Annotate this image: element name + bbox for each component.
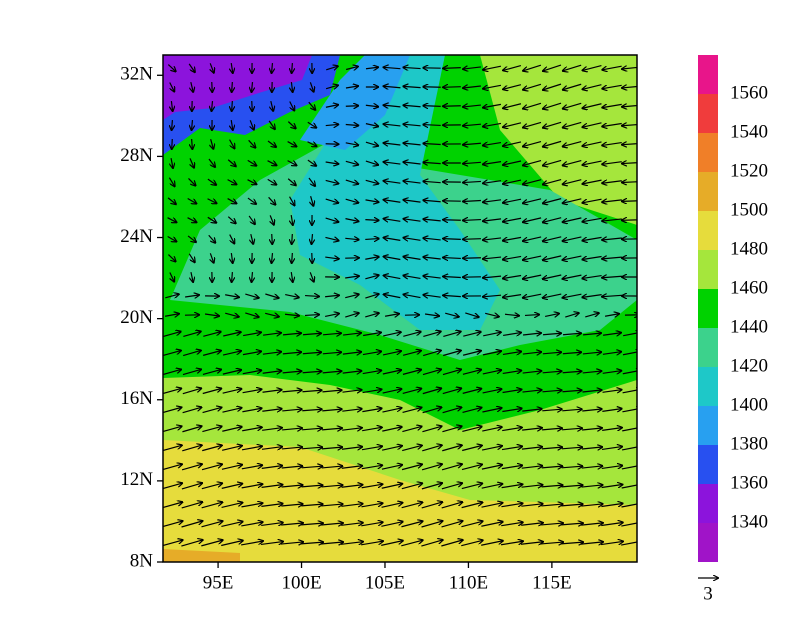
wind-arrow <box>292 234 293 244</box>
lon-tick-label: 95E <box>203 572 234 593</box>
wind-arrow <box>423 87 440 88</box>
wind-arrow <box>622 220 642 221</box>
wind-arrow <box>443 68 461 69</box>
colorbar: 1340 1360 1380 1400 1420 1440 1460 1480 1500 1520… <box>698 55 768 562</box>
colorbar-label: 1380 <box>730 433 768 454</box>
wind-arrow <box>423 106 440 107</box>
colorbar-label: 1520 <box>730 160 768 181</box>
colorbar-swatch <box>698 289 718 328</box>
colorbar-swatch <box>698 406 718 445</box>
colorbar-swatch <box>698 484 718 523</box>
colorbar-swatch <box>698 94 718 133</box>
wind-arrow <box>192 139 193 149</box>
lat-tick-label: 28N <box>120 145 153 166</box>
wind-arrow <box>346 106 358 107</box>
colorbar-swatch <box>698 250 718 289</box>
colorbar-label: 1440 <box>730 316 768 337</box>
lon-tick-label: 115E <box>532 572 571 593</box>
wind-arrow <box>172 120 173 130</box>
colorbar-label: 1340 <box>730 511 768 532</box>
colorbar-label: 1480 <box>730 238 768 259</box>
lat-tick-label: 32N <box>120 64 153 85</box>
lon-tick-label: 105E <box>365 572 405 593</box>
colorbar-swatch <box>698 523 718 562</box>
colorbar-label: 1400 <box>730 394 768 415</box>
wind-arrow <box>443 220 461 221</box>
colorbar-swatch <box>698 367 718 406</box>
wind-arrow <box>272 234 273 244</box>
lat-tick-label: 16N <box>120 388 153 409</box>
colorbar-label: 1500 <box>730 199 768 220</box>
wind-arrow <box>463 239 481 240</box>
colorbar-swatch <box>698 133 718 172</box>
colorbar-label: 1460 <box>730 277 768 298</box>
colorbar-swatch <box>698 172 718 211</box>
wind-arrow <box>232 101 233 111</box>
colorbar-swatch <box>698 55 718 94</box>
colorbar-swatch <box>698 328 718 367</box>
wind-arrow <box>463 258 481 259</box>
wind-arrow <box>292 63 293 73</box>
lon-tick-label: 110E <box>449 572 488 593</box>
wind-arrow <box>443 239 461 240</box>
colorbar-label: 1540 <box>730 121 768 142</box>
reference-vector-label: 3 <box>703 583 713 604</box>
colorbar-label: 1560 <box>730 82 768 103</box>
wind-arrow <box>232 272 233 282</box>
wind-arrow <box>443 87 461 88</box>
lat-tick-label: 20N <box>120 307 153 328</box>
lat-tick-label: 24N <box>120 226 153 247</box>
wind-arrow <box>172 139 173 149</box>
wind-arrow <box>232 82 233 92</box>
colorbar-swatch <box>698 211 718 250</box>
colorbar-swatch <box>698 445 718 484</box>
wind-arrow <box>292 253 293 263</box>
wind-arrow <box>463 220 481 221</box>
wind-arrow <box>365 220 378 221</box>
lon-tick-label: 100E <box>281 572 321 593</box>
colorbar-label: 1420 <box>730 355 768 376</box>
shaded-field <box>161 55 643 562</box>
wind-arrow <box>622 201 642 202</box>
lat-tick-label: 8N <box>130 550 154 571</box>
lat-tick-label: 12N <box>120 469 153 490</box>
colorbar-label: 1360 <box>730 472 768 493</box>
